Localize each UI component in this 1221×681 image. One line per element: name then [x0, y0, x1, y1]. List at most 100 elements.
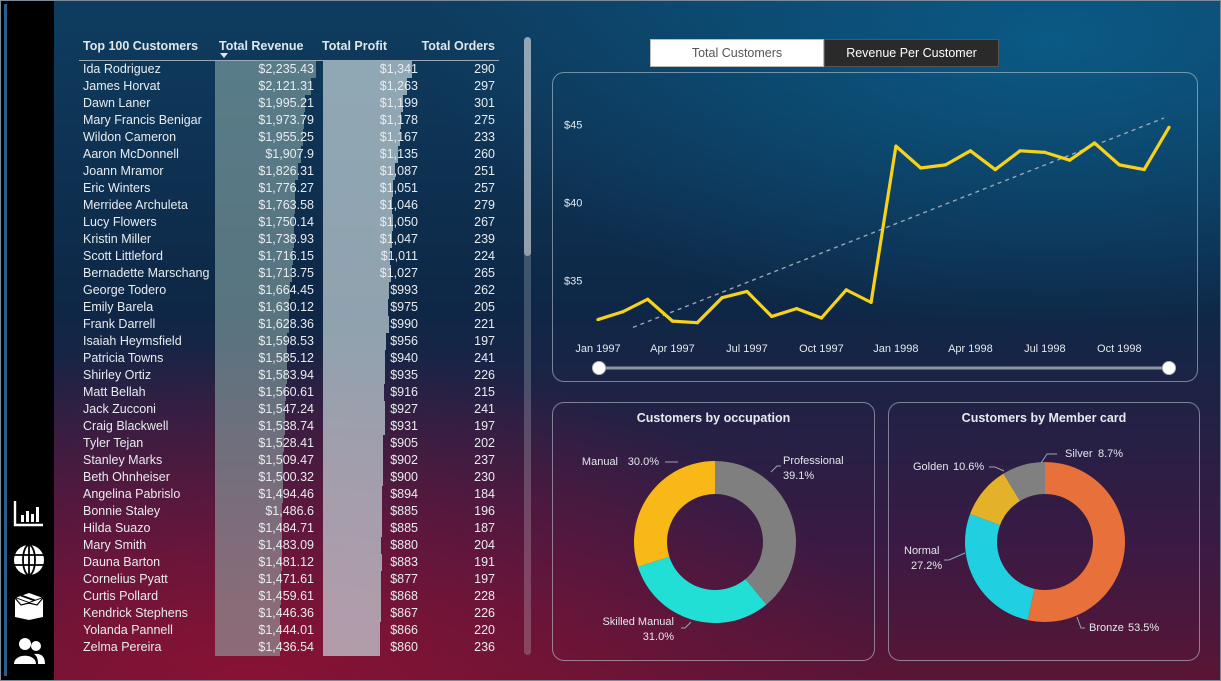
- profit-data-bar: [323, 180, 393, 197]
- revenue-cell: $1,471.61: [215, 571, 317, 588]
- orders-value: 226: [474, 606, 495, 620]
- revenue-value: $1,486.6: [265, 504, 314, 518]
- profit-cell: $866: [317, 622, 420, 639]
- donut-slice-professional[interactable]: [715, 461, 796, 605]
- table-row[interactable]: Cornelius Pyatt $1,471.61 $877 197: [79, 571, 499, 588]
- revenue-per-customer-button[interactable]: Revenue Per Customer: [824, 39, 999, 67]
- nav-item-customers[interactable]: [11, 634, 47, 668]
- table-row[interactable]: Shirley Ortiz $1,583.94 $935 226: [79, 367, 499, 384]
- table-row[interactable]: Lucy Flowers $1,750.14 $1,050 267: [79, 214, 499, 231]
- table-row[interactable]: Tyler Tejan $1,528.41 $905 202: [79, 435, 499, 452]
- metric-toggle: Total Customers Revenue Per Customer: [650, 39, 999, 67]
- data-point: [770, 314, 774, 319]
- column-header-revenue[interactable]: Total Revenue: [215, 36, 317, 60]
- orders-value: 230: [474, 470, 495, 484]
- revenue-value: $1,436.54: [258, 640, 314, 654]
- profit-data-bar: [323, 401, 385, 418]
- customer-name: Lucy Flowers: [83, 215, 157, 229]
- table-row[interactable]: Beth Ohnheiser $1,500.32 $900 230: [79, 469, 499, 486]
- table-row[interactable]: Bernadette Marschang $1,713.75 $1,027 265: [79, 265, 499, 282]
- column-header-orders[interactable]: Total Orders: [421, 39, 495, 53]
- revenue-value: $1,500.32: [258, 470, 314, 484]
- customer-name: Cornelius Pyatt: [83, 572, 168, 586]
- slice-label: Bronze: [1089, 622, 1124, 634]
- table-row[interactable]: Zelma Pereira $1,436.54 $860 236: [79, 639, 499, 656]
- occupation-panel: Customers by occupation Professional 39.1…: [552, 402, 875, 661]
- table-row[interactable]: Matt Bellah $1,560.61 $916 215: [79, 384, 499, 401]
- table-row[interactable]: George Todero $1,664.45 $993 262: [79, 282, 499, 299]
- donut-slice-golden[interactable]: [970, 473, 1021, 526]
- revenue-per-customer-chart: $35 $40 $45 Jan 1997 Apr 1997 Jul 1997 Oct 199…: [564, 117, 1176, 375]
- table-row[interactable]: Mary Francis Benigar $1,973.79 $1,178 275: [79, 112, 499, 129]
- profit-value: $883: [390, 555, 418, 569]
- revenue-value: $1,955.25: [258, 130, 314, 144]
- donut-slice-manual[interactable]: [634, 461, 715, 567]
- revenue-value: $1,528.41: [258, 436, 314, 450]
- table-row[interactable]: Dawn Laner $1,995.21 $1,199 301: [79, 95, 499, 112]
- orders-value: 220: [474, 623, 495, 637]
- table-row[interactable]: Joann Mramor $1,826.31 $1,087 251: [79, 163, 499, 180]
- table-scrollbar[interactable]: [524, 37, 531, 655]
- table-row[interactable]: Wildon Cameron $1,955.25 $1,167 233: [79, 129, 499, 146]
- nav-item-charts[interactable]: [11, 497, 47, 531]
- table-row[interactable]: Hilda Suazo $1,484.71 $885 187: [79, 520, 499, 537]
- table-row[interactable]: Aaron McDonnell $1,907.9 $1,135 260: [79, 146, 499, 163]
- slice-percent: 10.6%: [953, 461, 984, 473]
- table-row[interactable]: Mary Smith $1,483.09 $880 204: [79, 537, 499, 554]
- table-row[interactable]: Angelina Pabrislo $1,494.46 $894 184: [79, 486, 499, 503]
- table-row[interactable]: Curtis Pollard $1,459.61 $868 228: [79, 588, 499, 605]
- table-row[interactable]: Ida Rodriguez $2,235.43 $1,341 290: [79, 61, 499, 78]
- customer-name: Joann Mramor: [83, 164, 164, 178]
- date-range-start-handle[interactable]: [592, 361, 606, 375]
- leader-line: [1076, 616, 1085, 629]
- nav-item-geography[interactable]: [11, 543, 47, 577]
- date-range-end-handle[interactable]: [1162, 361, 1176, 375]
- customer-name: Hilda Suazo: [83, 521, 151, 535]
- total-customers-button[interactable]: Total Customers: [650, 39, 824, 67]
- profit-cell: $956: [317, 333, 420, 350]
- data-point: [894, 144, 898, 148]
- table-row[interactable]: Jack Zucconi $1,547.24 $927 241: [79, 401, 499, 418]
- donut-slice-skilled-manual[interactable]: [637, 556, 767, 623]
- table-row[interactable]: Kristin Miller $1,738.93 $1,047 239: [79, 231, 499, 248]
- table-row[interactable]: Eric Winters $1,776.27 $1,051 257: [79, 180, 499, 197]
- x-tick-label: Jul 1998: [1024, 343, 1066, 355]
- profit-value: $990: [390, 317, 418, 331]
- table-row[interactable]: Frank Darrell $1,628.36 $990 221: [79, 316, 499, 333]
- sidebar-accent: [4, 4, 7, 676]
- revenue-data-bar: [215, 367, 287, 384]
- column-header-customer[interactable]: Top 100 Customers: [83, 39, 199, 53]
- table-row[interactable]: Dauna Barton $1,481.12 $883 191: [79, 554, 499, 571]
- customer-name: Tyler Tejan: [83, 436, 144, 450]
- table-row[interactable]: James Horvat $2,121.31 $1,263 297: [79, 78, 499, 95]
- table-row[interactable]: Isaiah Heymsfield $1,598.53 $956 197: [79, 333, 499, 350]
- donut-slice-silver[interactable]: [1003, 462, 1045, 501]
- orders-value: 239: [474, 232, 495, 246]
- table-row[interactable]: Merridee Archuleta $1,763.58 $1,046 279: [79, 197, 499, 214]
- table-row[interactable]: Stanley Marks $1,509.47 $902 237: [79, 452, 499, 469]
- table-scrollbar-thumb[interactable]: [524, 37, 531, 256]
- table-row[interactable]: Craig Blackwell $1,538.74 $931 197: [79, 418, 499, 435]
- revenue-cell: $1,500.32: [215, 469, 317, 486]
- table-row[interactable]: Scott Littleford $1,716.15 $1,011 224: [79, 248, 499, 265]
- slice-percent: 30.0%: [628, 456, 659, 468]
- profit-data-bar: [323, 435, 384, 452]
- customer-name: Zelma Pereira: [83, 640, 162, 654]
- table-row[interactable]: Yolanda Pannell $1,444.01 $866 220: [79, 622, 499, 639]
- data-point: [795, 307, 799, 311]
- donut-slice-normal[interactable]: [965, 513, 1035, 621]
- table-row[interactable]: Kendrick Stephens $1,446.36 $867 226: [79, 605, 499, 622]
- table-row[interactable]: Bonnie Staley $1,486.6 $885 196: [79, 503, 499, 520]
- profit-data-bar: [323, 78, 407, 95]
- data-point: [968, 149, 972, 153]
- table-row[interactable]: Emily Barela $1,630.12 $975 205: [79, 299, 499, 316]
- orders-value: 237: [474, 453, 495, 467]
- donut-slice-bronze[interactable]: [1027, 462, 1125, 622]
- table-row[interactable]: Patricia Towns $1,585.12 $940 241: [79, 350, 499, 367]
- revenue-value: $1,907.9: [265, 147, 314, 161]
- profit-cell: $1,135: [317, 146, 420, 163]
- revenue-data-bar: [215, 350, 287, 367]
- column-header-profit[interactable]: Total Profit: [322, 39, 388, 53]
- profit-cell: $1,167: [317, 129, 420, 146]
- nav-item-products[interactable]: [11, 589, 47, 623]
